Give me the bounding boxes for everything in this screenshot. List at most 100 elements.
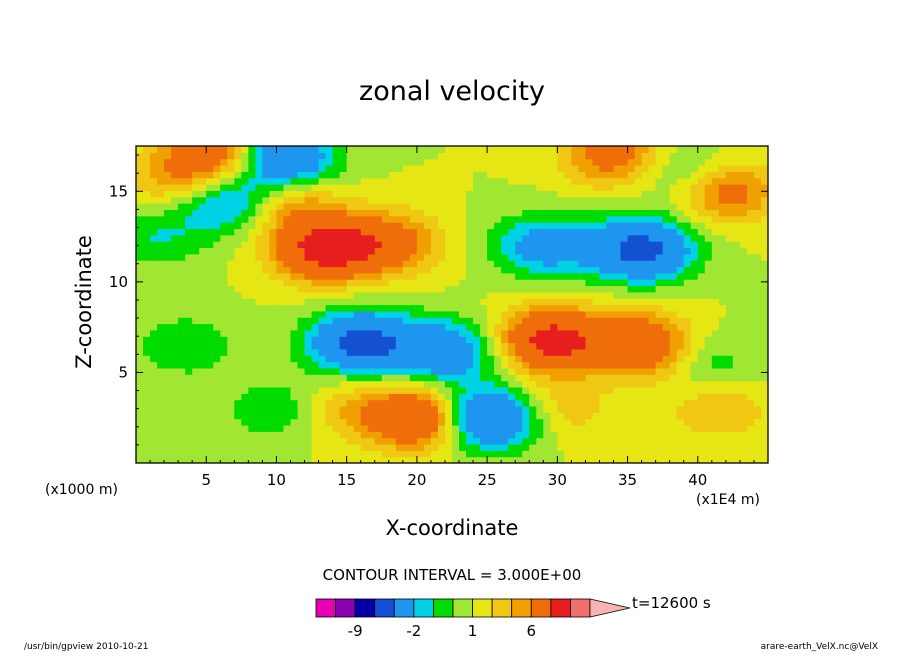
field-cell (192, 386, 200, 394)
field-cell (606, 260, 615, 268)
field-cell (276, 184, 285, 191)
field-cell (529, 234, 537, 242)
field-cell (360, 323, 369, 331)
field-cell (332, 228, 341, 236)
field-cell (760, 260, 768, 268)
field-cell (508, 234, 516, 242)
field-cell (318, 253, 327, 261)
field-cell (522, 196, 530, 204)
field-cell (213, 165, 221, 172)
field-cell (655, 247, 664, 255)
field-cell (494, 228, 502, 236)
field-cell (178, 361, 186, 369)
field-cell (381, 247, 390, 255)
field-cell (402, 196, 411, 204)
field-cell (283, 215, 292, 223)
field-cell (402, 399, 411, 407)
field-cell (739, 450, 748, 458)
field-cell (683, 272, 692, 280)
field-cell (466, 203, 474, 210)
field-cell (360, 386, 369, 394)
field-cell (522, 418, 530, 426)
field-cell (304, 424, 313, 432)
field-cell (318, 196, 327, 204)
field-cell (627, 355, 636, 363)
field-cell (353, 165, 362, 172)
field-cell (655, 253, 664, 261)
field-cell (641, 165, 650, 172)
field-cell (704, 247, 713, 255)
field-cell (423, 374, 432, 382)
field-cell (360, 203, 369, 210)
field-cell (466, 146, 474, 153)
field-cell (367, 380, 376, 388)
field-cell (760, 241, 768, 249)
field-cell (388, 450, 397, 458)
field-cell (613, 260, 622, 268)
field-cell (676, 184, 685, 191)
field-cell (641, 361, 650, 369)
field-cell (157, 361, 165, 369)
field-cell (416, 437, 425, 445)
field-cell (641, 158, 650, 166)
field-cell (683, 152, 692, 160)
field-cell (374, 241, 383, 249)
field-cell (395, 260, 404, 268)
field-cell (150, 253, 158, 261)
field-cell (676, 152, 685, 160)
field-cell (185, 348, 193, 356)
field-cell (227, 247, 235, 255)
field-cell (430, 266, 439, 274)
field-cell (220, 317, 228, 325)
field-cell (760, 222, 768, 230)
field-cell (206, 285, 214, 293)
field-cell (557, 361, 565, 369)
field-cell (332, 317, 341, 325)
field-cell (248, 209, 256, 217)
field-cell (452, 431, 460, 439)
field-cell (227, 203, 235, 210)
field-cell (655, 298, 664, 306)
field-cell (402, 298, 411, 306)
field-cell (711, 304, 720, 312)
field-cell (269, 241, 278, 249)
field-cell (276, 374, 285, 382)
field-cell (262, 146, 271, 153)
field-cell (718, 279, 727, 287)
field-cell (529, 393, 537, 401)
field-cell (416, 412, 425, 420)
field-cell (353, 317, 362, 325)
field-cell (255, 209, 263, 217)
field-cell (178, 380, 186, 388)
field-cell (136, 336, 144, 344)
field-cell (725, 367, 734, 375)
field-cell (192, 209, 200, 217)
field-cell (732, 323, 741, 331)
field-cell (367, 285, 376, 293)
field-cell (746, 291, 755, 299)
field-cell (381, 304, 390, 312)
field-cell (332, 184, 341, 191)
field-cell (262, 374, 271, 382)
field-cell (739, 412, 748, 420)
field-cell (318, 241, 327, 249)
field-cell (494, 450, 502, 458)
field-cell (648, 418, 657, 426)
field-cell (213, 234, 221, 242)
field-cell (536, 355, 544, 363)
field-cell (185, 380, 193, 388)
field-cell (613, 443, 622, 451)
field-cell (423, 260, 432, 268)
field-cell (536, 329, 544, 337)
field-cell (732, 222, 741, 230)
field-cell (318, 329, 327, 337)
field-cell (409, 336, 418, 344)
field-cell (402, 412, 411, 420)
field-cell (571, 209, 579, 217)
field-cell (150, 215, 158, 223)
field-cell (648, 443, 657, 451)
field-cell (466, 152, 474, 160)
field-cell (395, 348, 404, 356)
field-cell (690, 380, 699, 388)
field-cell (571, 184, 579, 191)
